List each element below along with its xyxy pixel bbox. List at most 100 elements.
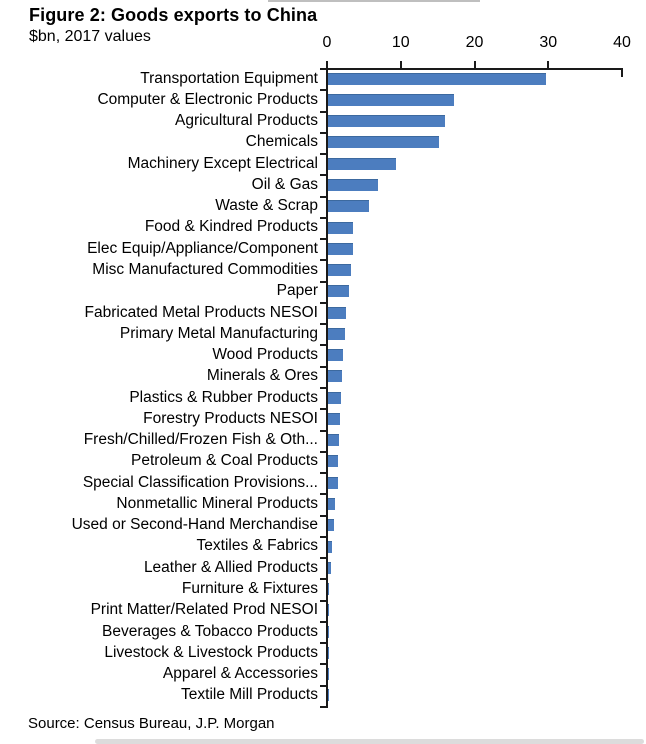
horizontal-scrollbar[interactable] (95, 739, 644, 744)
bar (328, 93, 455, 106)
y-axis-tick (320, 89, 326, 92)
category-label: Transportation Equipment (140, 69, 318, 87)
category-label: Nonmetallic Mineral Products (116, 494, 318, 512)
source-note: Source: Census Bureau, J.P. Morgan (28, 715, 275, 732)
bar (328, 561, 331, 574)
category-label: Computer & Electronic Products (97, 90, 318, 108)
bar (328, 412, 340, 425)
bar (328, 72, 546, 85)
category-label: Agricultural Products (174, 112, 318, 130)
category-label: Fresh/Chilled/Frozen Fish & Oth... (83, 431, 318, 449)
category-label: Paper (276, 282, 318, 300)
bar (328, 391, 342, 404)
y-axis-tick (320, 620, 326, 623)
x-tick-label: 0 (322, 34, 332, 51)
y-axis-tick (320, 68, 326, 70)
bar (328, 264, 351, 277)
category-label: Oil & Gas (251, 175, 318, 193)
chart-title: Figure 2: Goods exports to China (29, 5, 318, 25)
bar (328, 115, 445, 128)
bar (328, 455, 339, 468)
category-label: Machinery Except Electrical (127, 154, 318, 172)
bar (328, 497, 336, 510)
y-axis-tick (320, 216, 326, 219)
y-axis-tick (320, 387, 326, 389)
chart-subtitle: $bn, 2017 values (29, 28, 151, 45)
bar (328, 200, 370, 213)
y-axis-tick (320, 493, 326, 496)
category-label: Primary Metal Manufacturing (119, 324, 318, 342)
bar (328, 221, 354, 234)
category-label: Wood Products (212, 346, 318, 364)
bar (328, 285, 349, 298)
y-axis-tick (320, 642, 326, 645)
x-axis-tick (399, 61, 402, 70)
bar (328, 349, 343, 362)
category-label: Petroleum & Coal Products (131, 452, 318, 470)
bar (328, 157, 396, 170)
y-axis-tick (320, 429, 326, 432)
bar (328, 242, 354, 255)
bar (328, 604, 329, 617)
category-label: Elec Equip/Appliance/Component (87, 239, 318, 257)
category-label: Used or Second-Hand Merchandise (71, 516, 318, 534)
x-tick-label: 30 (539, 34, 558, 51)
y-axis-tick (320, 408, 326, 411)
y-axis-tick (320, 280, 326, 283)
y-axis-tick (320, 578, 326, 581)
bar (328, 136, 440, 149)
category-label: Leather & Allied Products (143, 558, 318, 576)
bar (328, 476, 338, 489)
x-tick-label: 10 (391, 34, 410, 51)
y-axis-tick (320, 323, 326, 326)
bar (328, 625, 329, 638)
top-edge-line (268, 0, 480, 2)
category-label: Misc Manufactured Commodities (92, 261, 318, 279)
x-axis-tick (326, 61, 328, 76)
x-axis-tick (547, 61, 550, 70)
category-label: Plastics & Rubber Products (129, 388, 318, 406)
category-label: Food & Kindred Products (144, 218, 318, 236)
category-label: Chemicals (245, 133, 318, 151)
y-axis-tick (320, 365, 326, 368)
category-label: Livestock & Livestock Products (104, 643, 318, 661)
y-axis-tick (320, 663, 326, 666)
y-axis-tick (320, 684, 326, 687)
bar (328, 540, 332, 553)
category-label: Special Classification Provisions... (82, 473, 318, 491)
category-label: Waste & Scrap (215, 197, 318, 215)
y-axis-tick (320, 259, 326, 262)
y-axis-tick (320, 238, 326, 241)
bar (328, 370, 342, 383)
category-label: Furniture & Fixtures (181, 580, 318, 598)
category-label: Textile Mill Products (181, 686, 318, 704)
y-axis-tick (320, 301, 326, 304)
y-axis-tick (320, 195, 326, 198)
bar (328, 519, 334, 532)
category-label: Forestry Products NESOI (143, 409, 318, 427)
x-axis-tick (473, 61, 476, 70)
y-axis-tick (320, 450, 326, 453)
y-axis-tick (320, 599, 326, 602)
x-axis-tick (621, 68, 623, 77)
category-label: Textiles & Fabrics (196, 537, 318, 555)
category-label: Print Matter/Related Prod NESOI (90, 601, 318, 619)
y-axis-tick (320, 131, 326, 134)
y-axis-tick (320, 557, 326, 560)
category-label: Fabricated Metal Products NESOI (84, 303, 318, 321)
category-label: Apparel & Accessories (162, 665, 318, 683)
bar (328, 583, 329, 596)
y-axis-tick (320, 535, 326, 538)
bar (328, 646, 329, 659)
category-label: Beverages & Tobacco Products (102, 622, 318, 640)
bar (328, 306, 346, 319)
y-axis-tick (320, 706, 326, 708)
x-tick-label: 20 (465, 34, 484, 51)
bar (328, 178, 379, 191)
y-axis-tick (320, 153, 326, 156)
x-tick-label: 40 (613, 34, 631, 51)
y-axis-line (326, 68, 328, 708)
y-axis-tick (320, 174, 326, 177)
category-label: Minerals & Ores (206, 367, 318, 385)
